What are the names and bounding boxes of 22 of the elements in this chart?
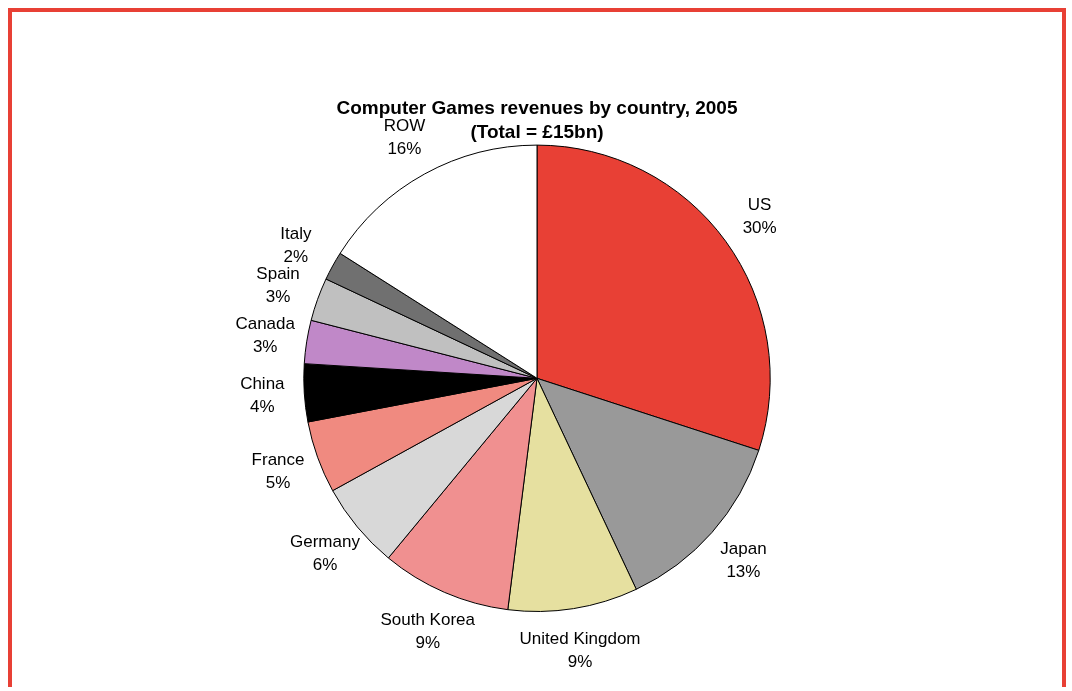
data-label: 16% bbox=[387, 138, 422, 158]
chart-title: Computer Games revenues by country, 2005 bbox=[336, 96, 738, 118]
data-label: 3% bbox=[252, 336, 278, 356]
slice-label: Japan bbox=[720, 538, 767, 558]
data-label: 3% bbox=[265, 286, 291, 306]
data-label: 13% bbox=[726, 561, 761, 581]
slice-label: China bbox=[240, 374, 286, 394]
slice-label: Canada bbox=[235, 313, 296, 333]
slice-label: United Kingdom bbox=[519, 628, 641, 648]
data-label: 9% bbox=[567, 651, 593, 671]
data-label: 6% bbox=[312, 555, 338, 575]
data-label: 9% bbox=[415, 632, 440, 652]
chart-subtitle: (Total = £15bn) bbox=[470, 121, 604, 143]
data-label: 4% bbox=[250, 397, 275, 417]
slice-label: France bbox=[251, 450, 305, 470]
slice-label: South Korea bbox=[380, 609, 476, 629]
slice-label: Italy bbox=[280, 224, 312, 244]
slice-label: US bbox=[747, 195, 772, 215]
data-label: 5% bbox=[265, 473, 291, 493]
slice-label: ROW bbox=[383, 115, 426, 135]
data-label: 30% bbox=[742, 218, 777, 238]
slice-label: Germany bbox=[289, 532, 361, 552]
